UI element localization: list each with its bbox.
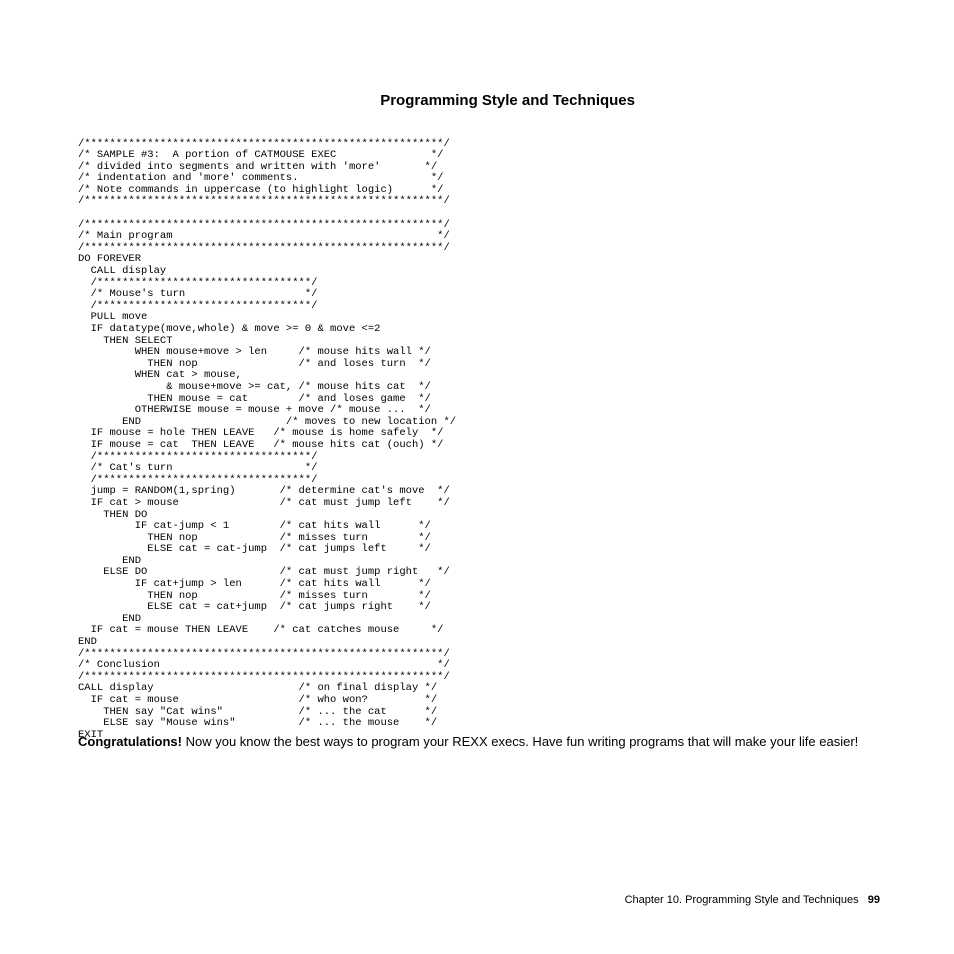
page-title: Programming Style and Techniques [0,92,635,109]
page: Programming Style and Techniques /******… [0,0,954,954]
congrats-text: Now you know the best ways to program yo… [182,734,858,749]
code-sample: /***************************************… [78,139,456,742]
congrats-paragraph: Congratulations! Now you know the best w… [78,733,873,750]
footer: Chapter 10. Programming Style and Techni… [0,894,880,906]
footer-chapter: Chapter 10. Programming Style and Techni… [625,894,859,906]
footer-page-number: 99 [868,894,880,906]
congrats-bold: Congratulations! [78,734,182,749]
